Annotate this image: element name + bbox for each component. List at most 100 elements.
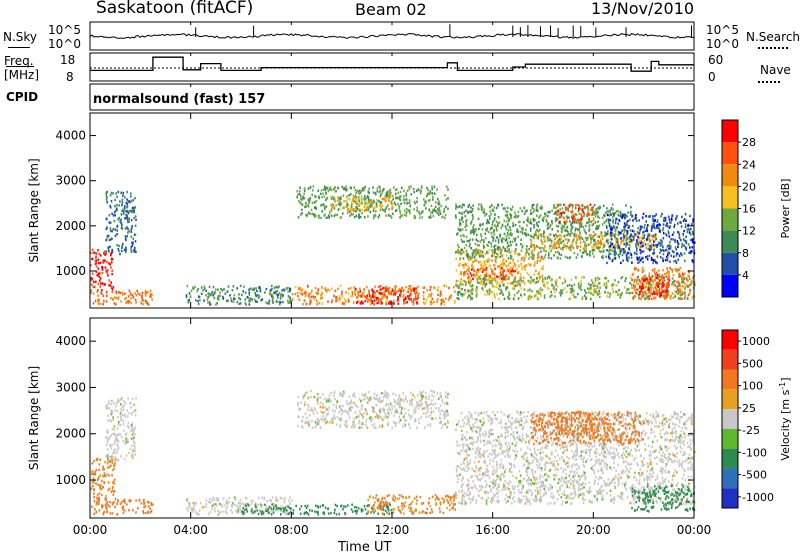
heatmap-cell bbox=[517, 284, 519, 286]
heatmap-cell bbox=[321, 189, 323, 191]
heatmap-cell bbox=[226, 508, 228, 510]
heatmap-cell bbox=[659, 252, 661, 254]
heatmap-cell bbox=[392, 213, 394, 215]
heatmap-cell bbox=[311, 213, 313, 215]
heatmap-cell bbox=[317, 190, 319, 192]
heatmap-cell bbox=[575, 276, 577, 278]
heatmap-cell bbox=[93, 489, 95, 491]
heatmap-cell bbox=[382, 205, 384, 207]
heatmap-cell bbox=[526, 219, 528, 221]
heatmap-cell bbox=[650, 278, 652, 280]
heatmap-cell bbox=[686, 247, 688, 249]
heatmap-cell bbox=[137, 507, 139, 509]
heatmap-cell bbox=[347, 203, 349, 205]
heatmap-cell bbox=[690, 281, 692, 283]
heatmap-cell bbox=[635, 217, 637, 219]
heatmap-cell bbox=[498, 241, 500, 243]
heatmap-cell bbox=[578, 282, 580, 284]
heatmap-cell bbox=[520, 231, 522, 233]
heatmap-cell bbox=[556, 236, 558, 238]
heatmap-cell bbox=[555, 288, 557, 290]
heatmap-cell bbox=[132, 449, 134, 451]
heatmap-cell bbox=[497, 225, 499, 227]
heatmap-cell bbox=[554, 291, 556, 293]
heatmap-cell bbox=[660, 215, 662, 217]
heatmap-cell bbox=[120, 408, 122, 410]
heatmap-cell bbox=[99, 509, 101, 511]
heatmap-cell bbox=[222, 296, 224, 298]
heatmap-cell bbox=[504, 207, 506, 209]
heatmap-cell bbox=[625, 214, 627, 216]
heatmap-cell bbox=[557, 218, 559, 220]
heatmap-cell bbox=[95, 253, 97, 255]
heatmap-cell bbox=[518, 264, 520, 266]
heatmap-cell bbox=[334, 187, 336, 189]
heatmap-cell bbox=[107, 441, 109, 443]
heatmap-cell bbox=[638, 219, 640, 221]
heatmap-cell bbox=[549, 211, 551, 213]
heatmap-cell bbox=[386, 206, 388, 208]
heatmap-cell bbox=[209, 303, 211, 305]
heatmap-cell bbox=[356, 506, 358, 508]
heatmap-cell bbox=[506, 254, 508, 256]
heatmap-cell bbox=[464, 271, 466, 273]
heatmap-cell bbox=[652, 220, 654, 222]
heatmap-cell bbox=[341, 291, 343, 293]
heatmap-cell bbox=[364, 195, 366, 197]
heatmap-cell bbox=[655, 297, 657, 299]
heatmap-cell bbox=[470, 272, 472, 274]
heatmap-cell bbox=[480, 264, 482, 266]
heatmap-cell bbox=[132, 434, 134, 436]
heatmap-cell bbox=[633, 284, 635, 286]
heatmap-cell bbox=[94, 500, 96, 502]
heatmap-cell bbox=[380, 201, 382, 203]
heatmap-cell bbox=[530, 235, 532, 237]
heatmap-cell bbox=[403, 190, 405, 192]
heatmap-cell bbox=[107, 236, 109, 238]
heatmap-cell bbox=[661, 294, 663, 296]
heatmap-cell bbox=[299, 508, 301, 510]
heatmap-cell bbox=[498, 265, 500, 267]
heatmap-cell bbox=[526, 248, 528, 250]
heatmap-cell bbox=[376, 297, 378, 299]
heatmap-cell bbox=[397, 203, 399, 205]
heatmap-cell bbox=[468, 259, 470, 261]
heatmap-cell bbox=[332, 196, 334, 198]
heatmap-cell bbox=[455, 258, 457, 260]
heatmap-cell bbox=[609, 257, 611, 259]
heatmap-cell bbox=[333, 295, 335, 297]
heatmap-cell bbox=[514, 216, 516, 218]
heatmap-cell bbox=[130, 249, 132, 251]
heatmap-cell bbox=[324, 208, 326, 210]
heatmap-cell bbox=[131, 219, 133, 221]
heatmap-cell bbox=[368, 199, 370, 201]
heatmap-cell bbox=[459, 212, 461, 214]
heatmap-cell bbox=[232, 511, 234, 513]
heatmap-cell bbox=[418, 188, 420, 190]
heatmap-cell bbox=[528, 257, 530, 259]
heatmap-cell bbox=[130, 297, 132, 299]
heatmap-cell bbox=[400, 203, 402, 205]
heatmap-cell bbox=[101, 494, 103, 496]
heatmap-cell bbox=[301, 209, 303, 211]
heatmap-cell bbox=[124, 196, 126, 198]
heatmap-cell bbox=[341, 293, 343, 295]
heatmap-cell bbox=[489, 293, 491, 295]
heatmap-cell bbox=[536, 297, 538, 299]
heatmap-cell bbox=[660, 249, 662, 251]
heatmap-cell bbox=[488, 278, 490, 280]
heatmap-cell bbox=[309, 199, 311, 201]
heatmap-cell bbox=[645, 292, 647, 294]
heatmap-cell bbox=[491, 249, 493, 251]
heatmap-cell bbox=[471, 268, 473, 270]
heatmap-cell bbox=[512, 287, 514, 289]
heatmap-cell bbox=[640, 225, 642, 227]
heatmap-cell bbox=[684, 286, 686, 288]
heatmap-cell bbox=[438, 200, 440, 202]
heatmap-cell bbox=[633, 298, 635, 300]
heatmap-cell bbox=[104, 254, 106, 256]
heatmap-cell bbox=[517, 236, 519, 238]
heatmap-cell bbox=[139, 293, 141, 295]
heatmap-cell bbox=[530, 227, 532, 229]
heatmap-cell bbox=[113, 501, 115, 503]
